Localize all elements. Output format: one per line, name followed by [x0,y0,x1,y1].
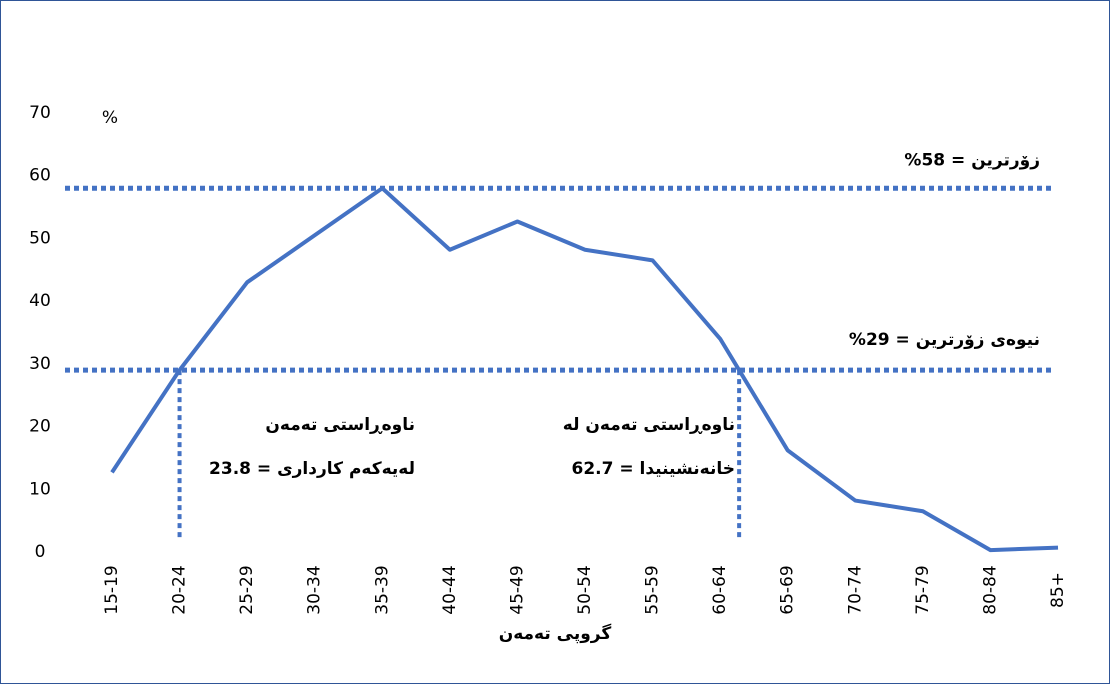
x-tick-label: 75-79 [913,565,933,614]
x-tick-label: 25-29 [237,565,257,614]
y-tick-label: 0 [35,542,46,562]
x-tick-label: 80-84 [980,565,1000,614]
x-axis-title: گروپی تەمەن [499,623,612,644]
x-tick-label: 15-19 [102,565,122,614]
y-tick-label: 50 [29,228,51,248]
x-tick-label: 65-69 [778,565,798,614]
x-tick-label: 35-39 [372,565,392,614]
x-tick-label: 70-74 [845,565,865,614]
annotation: ناوەڕاستی تەمەن [265,415,415,435]
x-tick-label: 50-54 [575,565,595,614]
reference-label: نیوەی زۆرترین = 29% [849,330,1040,350]
annotation: ناوەڕاستی تەمەن لە [563,415,735,435]
x-tick-label: 60-64 [710,565,730,614]
y-tick-label: 20 [29,417,51,437]
annotation: خانەنشینیدا = 62.7 [571,459,735,479]
reference-label: زۆرترین = 58% [904,150,1040,170]
x-tick-label: 45-49 [507,565,527,614]
x-tick-label: 20-24 [170,565,190,614]
y-tick-label: 30 [29,354,51,374]
y-tick-label: 60 [29,166,51,186]
x-tick-label: 85+ [1048,572,1068,608]
y-tick-label: 40 [29,291,51,311]
y-tick-label: 10 [29,479,51,499]
annotation: لەیەکەم کارداری = 23.8 [209,459,415,479]
y-unit: % [102,108,118,128]
y-tick-label: 70 [29,103,51,123]
x-tick-label: 40-44 [440,565,460,614]
data-line [110,186,1059,553]
x-tick-label: 55-59 [643,565,663,614]
x-tick-label: 30-34 [305,565,325,614]
